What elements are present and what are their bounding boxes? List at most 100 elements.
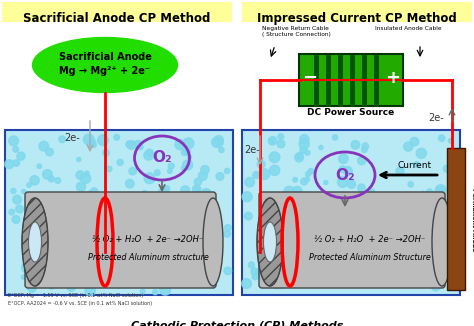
Circle shape bbox=[276, 203, 283, 211]
Circle shape bbox=[305, 171, 310, 177]
Text: Negative Return Cable
( Structure Connection): Negative Return Cable ( Structure Connec… bbox=[262, 26, 331, 37]
Circle shape bbox=[284, 212, 292, 220]
Circle shape bbox=[283, 273, 292, 281]
Circle shape bbox=[337, 177, 348, 187]
Circle shape bbox=[242, 279, 251, 289]
Circle shape bbox=[375, 226, 380, 231]
Circle shape bbox=[27, 284, 36, 292]
Circle shape bbox=[338, 234, 348, 244]
Circle shape bbox=[182, 166, 186, 170]
Circle shape bbox=[43, 221, 50, 228]
Circle shape bbox=[43, 170, 52, 179]
Ellipse shape bbox=[257, 198, 283, 286]
Text: 2e-: 2e- bbox=[428, 113, 444, 123]
Circle shape bbox=[303, 247, 309, 253]
Circle shape bbox=[153, 289, 158, 295]
Circle shape bbox=[45, 241, 53, 249]
Circle shape bbox=[420, 191, 426, 197]
Circle shape bbox=[199, 248, 207, 257]
Circle shape bbox=[435, 185, 446, 196]
Circle shape bbox=[127, 141, 136, 150]
Circle shape bbox=[427, 229, 434, 237]
Circle shape bbox=[159, 277, 168, 286]
Circle shape bbox=[277, 140, 285, 148]
Text: Current: Current bbox=[398, 160, 432, 170]
Circle shape bbox=[442, 248, 451, 257]
Circle shape bbox=[432, 275, 439, 282]
Circle shape bbox=[321, 217, 332, 228]
Circle shape bbox=[98, 135, 109, 146]
Circle shape bbox=[292, 186, 302, 196]
Circle shape bbox=[261, 227, 269, 235]
Circle shape bbox=[201, 188, 211, 198]
Circle shape bbox=[245, 212, 252, 220]
Circle shape bbox=[175, 140, 185, 150]
Circle shape bbox=[408, 256, 412, 260]
Circle shape bbox=[431, 282, 440, 291]
Circle shape bbox=[357, 156, 366, 165]
Circle shape bbox=[87, 190, 95, 198]
Circle shape bbox=[32, 284, 36, 288]
Circle shape bbox=[145, 219, 151, 225]
Circle shape bbox=[225, 225, 231, 231]
Circle shape bbox=[192, 185, 201, 193]
Circle shape bbox=[299, 139, 310, 149]
Circle shape bbox=[73, 207, 83, 218]
Circle shape bbox=[186, 246, 191, 251]
Circle shape bbox=[414, 162, 419, 167]
Circle shape bbox=[395, 200, 399, 203]
Circle shape bbox=[435, 189, 443, 197]
Circle shape bbox=[251, 268, 258, 275]
Circle shape bbox=[21, 275, 26, 279]
Circle shape bbox=[194, 240, 200, 245]
Circle shape bbox=[11, 188, 16, 194]
Circle shape bbox=[455, 172, 459, 177]
Circle shape bbox=[387, 271, 398, 282]
Circle shape bbox=[343, 167, 352, 176]
Circle shape bbox=[126, 179, 134, 188]
FancyBboxPatch shape bbox=[242, 130, 460, 295]
Circle shape bbox=[310, 263, 319, 272]
Circle shape bbox=[173, 231, 178, 236]
Circle shape bbox=[81, 173, 91, 184]
Text: Protected Aluminum structure: Protected Aluminum structure bbox=[88, 254, 209, 262]
Circle shape bbox=[29, 234, 40, 245]
Circle shape bbox=[59, 224, 68, 233]
Circle shape bbox=[138, 145, 143, 150]
Circle shape bbox=[446, 265, 455, 274]
Circle shape bbox=[185, 201, 193, 209]
Circle shape bbox=[118, 224, 124, 230]
Ellipse shape bbox=[432, 198, 452, 286]
Circle shape bbox=[141, 264, 145, 268]
Circle shape bbox=[160, 284, 171, 295]
Circle shape bbox=[130, 274, 139, 282]
Circle shape bbox=[452, 217, 459, 225]
Circle shape bbox=[219, 147, 224, 153]
Circle shape bbox=[439, 218, 446, 225]
Circle shape bbox=[144, 239, 148, 243]
Circle shape bbox=[274, 253, 281, 259]
Circle shape bbox=[206, 275, 212, 282]
Circle shape bbox=[114, 280, 122, 288]
Circle shape bbox=[418, 247, 423, 252]
Circle shape bbox=[157, 188, 168, 199]
FancyBboxPatch shape bbox=[259, 192, 445, 288]
Circle shape bbox=[305, 150, 310, 156]
FancyBboxPatch shape bbox=[25, 192, 216, 288]
Text: Impressed Current CP Method: Impressed Current CP Method bbox=[257, 12, 457, 25]
Circle shape bbox=[347, 180, 356, 188]
Circle shape bbox=[312, 272, 317, 277]
Text: 2e-: 2e- bbox=[244, 145, 260, 155]
Text: Sacrificial Anode: Sacrificial Anode bbox=[59, 52, 151, 62]
Ellipse shape bbox=[203, 198, 223, 286]
Circle shape bbox=[300, 135, 309, 144]
FancyBboxPatch shape bbox=[447, 148, 465, 290]
Circle shape bbox=[259, 169, 270, 179]
Circle shape bbox=[291, 251, 298, 258]
Circle shape bbox=[370, 189, 374, 193]
Circle shape bbox=[87, 138, 96, 147]
Circle shape bbox=[151, 240, 159, 247]
Circle shape bbox=[248, 262, 255, 268]
Circle shape bbox=[144, 151, 154, 160]
FancyBboxPatch shape bbox=[299, 54, 403, 106]
